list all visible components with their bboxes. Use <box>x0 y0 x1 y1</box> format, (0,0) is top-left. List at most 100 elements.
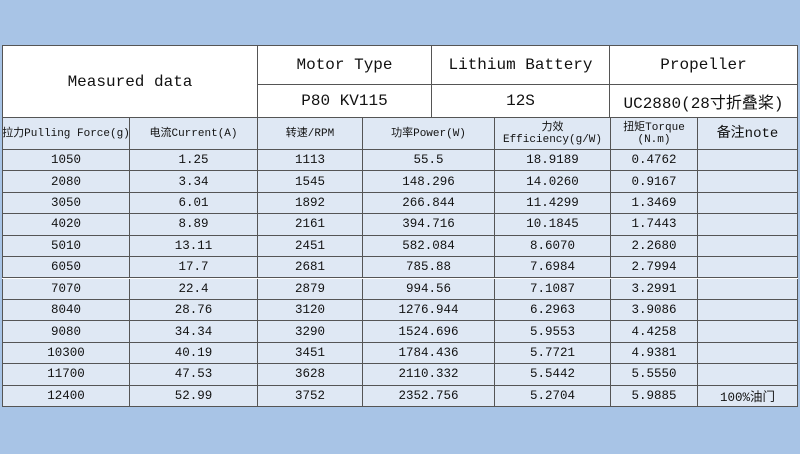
cell-text: 12S <box>506 92 535 110</box>
spec-value: 12S <box>432 85 610 118</box>
cell-text: 266.844 <box>402 196 455 211</box>
cell-text: 1050 <box>50 153 81 168</box>
data-cell: 0.9167 <box>611 171 698 193</box>
cell-text: P80 KV115 <box>301 92 388 110</box>
cell-text: 2451 <box>294 238 325 253</box>
column-header: 转速/RPM <box>258 118 363 150</box>
data-cell: 5010 <box>2 235 130 258</box>
data-cell: 1784.436 <box>363 342 495 365</box>
data-cell <box>698 235 798 258</box>
data-cell <box>698 342 798 365</box>
data-cell: 1.3469 <box>611 192 698 215</box>
cell-text: Motor Type <box>296 56 393 74</box>
cell-text: 3.9086 <box>631 303 677 318</box>
data-cell: 582.084 <box>363 235 495 258</box>
data-cell: 7.1087 <box>495 278 611 300</box>
cell-text: 3752 <box>294 388 325 403</box>
data-cell: 10.1845 <box>495 214 611 236</box>
cell-text: 40.19 <box>174 345 213 360</box>
cell-text: 11700 <box>47 367 85 382</box>
cell-text: 7.6984 <box>529 260 575 275</box>
cell-text: 8.6070 <box>529 238 575 253</box>
cell-text: 2080 <box>50 174 81 189</box>
data-cell: 4020 <box>2 214 130 236</box>
data-cell: 2352.756 <box>363 385 495 407</box>
cell-text: 3050 <box>50 196 81 211</box>
data-cell: 3290 <box>258 321 363 343</box>
cell-text: 14.0260 <box>526 174 579 189</box>
data-cell <box>698 299 798 322</box>
data-cell: 40.19 <box>130 342 258 365</box>
data-cell: 1524.696 <box>363 321 495 343</box>
cell-text: 11.4299 <box>526 196 579 211</box>
cell-text: 2110.332 <box>398 367 459 382</box>
cell-text: 5.2704 <box>529 388 575 403</box>
data-cell: 3120 <box>258 299 363 322</box>
data-cell: 0.4762 <box>611 150 698 172</box>
cell-text: Efficiency(g/W) <box>502 133 603 146</box>
data-cell: 5.5442 <box>495 364 611 386</box>
data-cell <box>698 214 798 236</box>
data-cell: 2451 <box>258 235 363 258</box>
spec-label: Lithium Battery <box>432 45 610 85</box>
data-cell: 22.4 <box>130 278 258 300</box>
data-cell: 8040 <box>2 299 130 322</box>
cell-text: 2.2680 <box>631 238 677 253</box>
cell-text: Measured data <box>67 72 193 91</box>
data-cell: 2681 <box>258 257 363 279</box>
cell-text: 5.9553 <box>529 324 575 339</box>
data-cell: 2110.332 <box>363 364 495 386</box>
data-cell: 1050 <box>2 150 130 172</box>
cell-text: 0.4762 <box>631 153 677 168</box>
data-cell: 994.56 <box>363 278 495 300</box>
cell-text: 1.3469 <box>631 196 677 211</box>
data-cell <box>698 257 798 279</box>
data-cell: 100%油门 <box>698 385 798 407</box>
cell-text: 10300 <box>47 345 85 360</box>
spec-label: Propeller <box>610 45 798 85</box>
cell-text: 3451 <box>294 345 325 360</box>
cell-text: 4.9381 <box>631 345 677 360</box>
data-cell: 2879 <box>258 278 363 300</box>
data-cell <box>698 192 798 215</box>
cell-text: 功率Power(W) <box>391 127 466 140</box>
cell-text: 2352.756 <box>398 388 459 403</box>
cell-text: 1.7443 <box>631 217 677 232</box>
data-cell: 3752 <box>258 385 363 407</box>
cell-text: 1276.944 <box>398 303 459 318</box>
cell-text: 0.9167 <box>631 174 677 189</box>
cell-text: 582.084 <box>402 238 455 253</box>
cell-text: 3120 <box>294 303 325 318</box>
data-cell: 3.9086 <box>611 299 698 322</box>
data-cell: 1113 <box>258 150 363 172</box>
data-cell: 34.34 <box>130 321 258 343</box>
cell-text: 1113 <box>294 153 325 168</box>
data-cell: 11700 <box>2 364 130 386</box>
data-sheet: Measured data Motor Type P80 KV115 Lithium … <box>2 45 798 407</box>
data-cell <box>698 278 798 300</box>
data-cell: 394.716 <box>363 214 495 236</box>
data-cell: 2.2680 <box>611 235 698 258</box>
data-cell: 52.99 <box>130 385 258 407</box>
cell-text: 4020 <box>50 217 81 232</box>
cell-text: 52.99 <box>174 388 213 403</box>
data-cell: 55.5 <box>363 150 495 172</box>
cell-text: Lithium Battery <box>448 56 593 74</box>
column-header: 拉力Pulling Force(g) <box>2 118 130 150</box>
cell-text: 6.2963 <box>529 303 575 318</box>
cell-text: 3.34 <box>178 174 209 189</box>
cell-text: 3290 <box>294 324 325 339</box>
cell-text: 8040 <box>50 303 81 318</box>
data-cell: 5.9885 <box>611 385 698 407</box>
data-cell: 785.88 <box>363 257 495 279</box>
cell-text: 394.716 <box>402 217 455 232</box>
data-cell: 5.9553 <box>495 321 611 343</box>
data-cell: 10300 <box>2 342 130 365</box>
cell-text: 7070 <box>50 281 81 296</box>
data-cell: 266.844 <box>363 192 495 215</box>
cell-text: 47.53 <box>174 367 213 382</box>
cell-text: 1545 <box>294 174 325 189</box>
cell-text: 1524.696 <box>398 324 459 339</box>
column-header: 电流Current(A) <box>130 118 258 150</box>
